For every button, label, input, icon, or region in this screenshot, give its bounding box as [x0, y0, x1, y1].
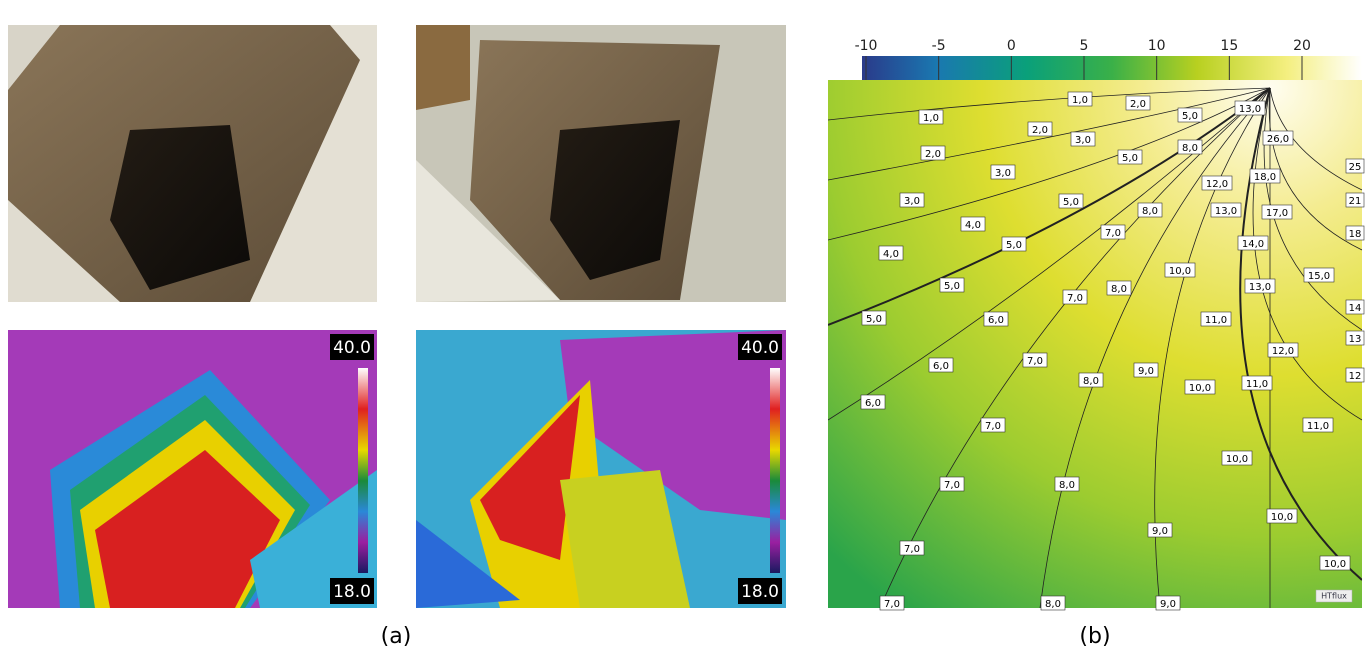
contour-label: 7,0 — [904, 544, 920, 555]
contour-label: 5,0 — [1182, 111, 1198, 122]
contour-label: 6,0 — [933, 361, 949, 372]
contour-label: 14 — [1349, 303, 1362, 314]
contour-label: 10,0 — [1271, 512, 1293, 523]
contour-label: 5,0 — [1006, 240, 1022, 251]
thermal-image — [8, 330, 377, 608]
contour-label: 7,0 — [985, 421, 1001, 432]
contour-label: 12,0 — [1206, 179, 1228, 190]
scale-min: 18.0 — [333, 582, 371, 602]
contour-label: 17,0 — [1266, 208, 1288, 219]
contour-label: 4,0 — [965, 220, 981, 231]
contour-label: 8,0 — [1142, 206, 1158, 217]
scale-max: 40.0 — [333, 338, 371, 358]
contour-label: 9,0 — [1152, 526, 1168, 537]
scale-max: 40.0 — [741, 338, 779, 358]
contour-label: 2,0 — [1032, 125, 1048, 136]
colorbar-tick-label: 5 — [1080, 38, 1089, 54]
contour-label: 5,0 — [1063, 197, 1079, 208]
contour-label: 12 — [1349, 371, 1362, 382]
contour-label: 12,0 — [1272, 346, 1294, 357]
contour-label: 2,0 — [925, 149, 941, 160]
contour-label: 13,0 — [1215, 206, 1237, 217]
contour-label: 7,0 — [1027, 356, 1043, 367]
contour-label: 9,0 — [1138, 366, 1154, 377]
colorbar-tick-label: 20 — [1293, 38, 1311, 54]
colorbar-tick-label: 15 — [1220, 38, 1238, 54]
contour-label: 4,0 — [883, 249, 899, 260]
thermal-image — [416, 330, 786, 608]
contour-label: 13 — [1349, 334, 1362, 345]
contour-label: 3,0 — [1075, 135, 1091, 146]
contour-label: 5,0 — [866, 314, 882, 325]
scale-min: 18.0 — [741, 582, 779, 602]
photo — [416, 25, 786, 302]
contour-label: 18 — [1349, 229, 1362, 240]
contour-label: 18,0 — [1254, 172, 1276, 183]
photo — [8, 25, 377, 302]
panel-label: (b) — [1079, 624, 1110, 649]
contour-label: 10,0 — [1324, 559, 1346, 570]
contour-label: 9,0 — [1160, 599, 1176, 610]
colorbar-tick-label: -10 — [855, 38, 878, 54]
contour-label: 7,0 — [1067, 293, 1083, 304]
contour-label: 11,0 — [1205, 315, 1227, 326]
contour-label: 8,0 — [1083, 376, 1099, 387]
panel-label: (a) — [381, 624, 412, 649]
contour-label: 13,0 — [1249, 282, 1271, 293]
contour-label: 2,0 — [1130, 99, 1146, 110]
contour-label: 10,0 — [1226, 454, 1248, 465]
contour-label: 3,0 — [995, 168, 1011, 179]
contour-label: 11,0 — [1246, 379, 1268, 390]
contour-label: 1,0 — [1072, 95, 1088, 106]
contour-label: 8,0 — [1059, 480, 1075, 491]
colorbar — [862, 56, 1362, 80]
contour-label: 7,0 — [884, 599, 900, 610]
contour-label: 15,0 — [1308, 271, 1330, 282]
contour-label: 25 — [1349, 162, 1362, 173]
contour-label: 5,0 — [1122, 153, 1138, 164]
contour-label: 26,0 — [1267, 134, 1289, 145]
colorbar-tick-label: 10 — [1148, 38, 1166, 54]
contour-label: 8,0 — [1111, 284, 1127, 295]
contour-label: 3,0 — [904, 196, 920, 207]
contour-label: 7,0 — [944, 480, 960, 491]
contour-label: 7,0 — [1105, 228, 1121, 239]
contour-label: 11,0 — [1307, 421, 1329, 432]
contour-label: 14,0 — [1242, 239, 1264, 250]
contour-label: 10,0 — [1189, 383, 1211, 394]
contour-label: 13,0 — [1239, 104, 1261, 115]
colorbar-tick-label: 0 — [1007, 38, 1016, 54]
contour-label: 6,0 — [988, 315, 1004, 326]
contour-label: 8,0 — [1182, 143, 1198, 154]
figure: 40.0 18.0 40.0 18.0 (a) HTflux (b) -10 -5… — [0, 0, 1367, 658]
contour-label: 21 — [1349, 196, 1362, 207]
contour-label: 10,0 — [1169, 266, 1191, 277]
logo: HTflux — [1321, 592, 1347, 601]
contour-label: 6,0 — [865, 398, 881, 409]
contour-label: 1,0 — [923, 113, 939, 124]
contour-label: 8,0 — [1045, 599, 1061, 610]
colorbar-tick-label: -5 — [932, 38, 946, 54]
contour-label: 5,0 — [944, 281, 960, 292]
